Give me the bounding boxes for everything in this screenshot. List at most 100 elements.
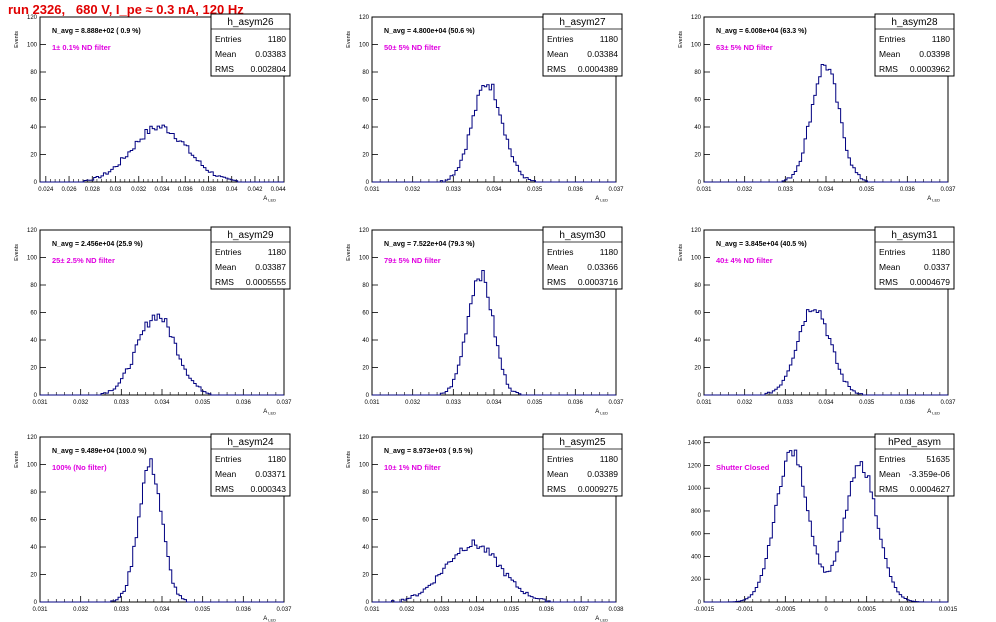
stats-value: 0.0005555 [246,277,286,287]
stats-label: Mean [547,49,569,59]
x-tick-label: 0.034 [154,607,170,613]
x-axis-title: ALED [595,196,608,203]
x-tick-label: 0.024 [38,187,54,193]
stats-label: RMS [547,277,566,287]
x-tick-label: 0.036 [900,400,916,406]
stats-value: -3.359e-06 [909,469,950,479]
x-tick-label: 0.035 [527,187,543,193]
y-tick-label: 0 [698,180,702,186]
histogram-panel-h_asym26: 0 20 40 60 80 100 120 0.024 0.026 0.028 0.03 0.032 0… [14,13,291,203]
filter-annotation: 10± 1% ND filter [384,463,441,472]
x-tick-label: 0.036 [900,187,916,193]
x-tick-label: 0.034 [154,187,170,193]
stats-box [874,226,955,290]
y-tick-label: 400 [691,554,702,560]
y-tick-label: 40 [30,338,37,344]
y-tick-label: 100 [359,256,370,262]
y-tick-label: 1400 [688,441,702,447]
x-tick-label: 0.035 [859,400,875,406]
x-tick-label: 0.031 [364,400,380,406]
x-tick-label: 0.036 [568,400,584,406]
y-tick-label: 0 [34,393,38,399]
n-avg-annotation: N_avg = 3.845e+04 (40.5 %) [716,241,807,248]
x-tick-label: 0.036 [539,607,555,613]
stats-label: Entries [879,34,905,44]
y-tick-label: 60 [694,98,701,104]
stats-label: Mean [215,262,237,272]
stats-value: 0.0003716 [578,277,618,287]
stats-value: 1180 [600,34,619,44]
x-axis-title: ALED [263,616,276,622]
y-tick-label: 40 [30,545,37,551]
y-tick-label: 1200 [688,463,702,469]
filter-annotation: 79± 5% ND filter [384,256,441,265]
x-tick-label: 0.035 [195,607,211,613]
stats-value: 0.0009275 [578,484,618,494]
stats-value: 1180 [932,34,951,44]
x-tick-label: 0.032 [73,607,89,613]
y-tick-label: 20 [362,153,369,159]
y-tick-label: 120 [691,228,702,234]
filter-annotation: 40± 4% ND filter [716,256,773,265]
x-tick-label: 0.042 [247,187,263,193]
y-tick-label: 100 [359,43,370,49]
y-tick-label: 80 [694,70,701,76]
y-axis-title: Events [346,244,352,261]
y-axis-title: Events [14,244,20,261]
histogram-panel-h_asym30: 0 20 40 60 80 100 120 0.031 0.032 0.033 0.034 0.035… [346,226,624,416]
x-tick-label: 0.033 [446,187,462,193]
x-tick-label: 0.035 [504,607,520,613]
y-axis-title: Events [14,31,20,48]
x-tick-label: 0.04 [226,187,238,193]
histogram-panel-h_asym27: 0 20 40 60 80 100 120 0.031 0.032 0.033 0.034 0.035… [346,13,624,203]
x-tick-label: 0.03 [110,187,122,193]
x-tick-label: 0.036 [178,187,194,193]
y-axis-title: Events [346,451,352,468]
stats-label: Entries [547,34,573,44]
stats-label: RMS [547,484,566,494]
filter-annotation: 63± 5% ND filter [716,43,773,52]
x-tick-label: 0.036 [236,607,252,613]
x-tick-label: 0.032 [737,400,753,406]
x-tick-label: 0.032 [405,187,421,193]
y-tick-label: 0 [34,180,38,186]
x-tick-label: 0.032 [399,607,415,613]
x-tick-label: 0.032 [131,187,147,193]
y-tick-label: 80 [30,70,37,76]
x-tick-label: 0.031 [696,400,712,406]
y-tick-label: 60 [362,98,369,104]
x-tick-label: 0.037 [608,187,624,193]
stats-box [874,13,955,77]
y-tick-label: 100 [27,43,38,49]
y-tick-label: 0 [366,393,370,399]
stats-label: Mean [547,469,569,479]
histogram-panel-h_asym28: 0 20 40 60 80 100 120 0.031 0.032 0.033 0.034 0.035… [678,13,956,203]
x-tick-label: 0.038 [608,607,624,613]
filter-annotation: 1± 0.1% ND filter [52,43,111,52]
y-axis-title: Events [14,451,20,468]
x-axis-title: ALED [927,409,940,416]
stats-box [542,226,623,290]
n-avg-annotation: N_avg = 8.973e+03 ( 9.5 %) [384,448,473,455]
stats-label: RMS [215,277,234,287]
y-axis-title: Events [346,31,352,48]
y-tick-label: 0 [698,393,702,399]
stats-label: Entries [215,454,241,464]
x-tick-label: 0.044 [271,187,287,193]
x-tick-label: -0.0005 [775,607,796,613]
stats-label: RMS [879,64,898,74]
y-tick-label: 60 [362,311,369,317]
x-tick-label: 0.033 [434,607,450,613]
x-tick-label: 0.037 [276,607,292,613]
x-tick-label: 0.037 [276,400,292,406]
stats-value: 1180 [600,247,619,257]
stats-label: Mean [879,469,901,479]
stats-label: RMS [879,277,898,287]
x-tick-label: -0.0015 [694,607,715,613]
y-tick-label: 120 [359,15,370,21]
y-tick-label: 60 [694,311,701,317]
x-tick-label: 0.031 [32,400,48,406]
y-tick-label: 100 [359,463,370,469]
stats-label: RMS [547,64,566,74]
stats-label: Mean [547,262,569,272]
